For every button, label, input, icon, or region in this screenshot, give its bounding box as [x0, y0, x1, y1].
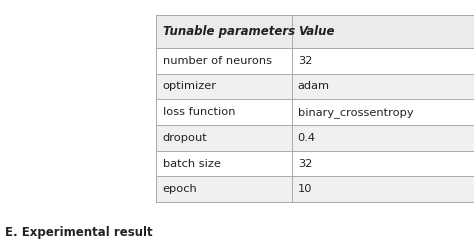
- Text: epoch: epoch: [163, 184, 197, 194]
- Bar: [156, 125, 474, 151]
- Text: 10: 10: [298, 184, 312, 194]
- Bar: [156, 48, 474, 74]
- Bar: [156, 74, 474, 99]
- Text: adam: adam: [298, 81, 330, 91]
- Bar: [156, 15, 474, 48]
- Bar: [156, 151, 474, 176]
- Text: optimizer: optimizer: [163, 81, 217, 91]
- Text: binary_crossentropy: binary_crossentropy: [298, 107, 413, 118]
- Text: dropout: dropout: [163, 133, 207, 143]
- Text: Value: Value: [298, 25, 334, 38]
- Text: 0.4: 0.4: [298, 133, 316, 143]
- Bar: [156, 99, 474, 125]
- Text: number of neurons: number of neurons: [163, 56, 272, 66]
- Text: 32: 32: [298, 159, 312, 169]
- Text: loss function: loss function: [163, 107, 235, 117]
- Text: Tunable parameters: Tunable parameters: [163, 25, 295, 38]
- Text: E. Experimental result: E. Experimental result: [5, 226, 152, 239]
- Text: 32: 32: [298, 56, 312, 66]
- Text: batch size: batch size: [163, 159, 220, 169]
- Bar: [156, 176, 474, 202]
